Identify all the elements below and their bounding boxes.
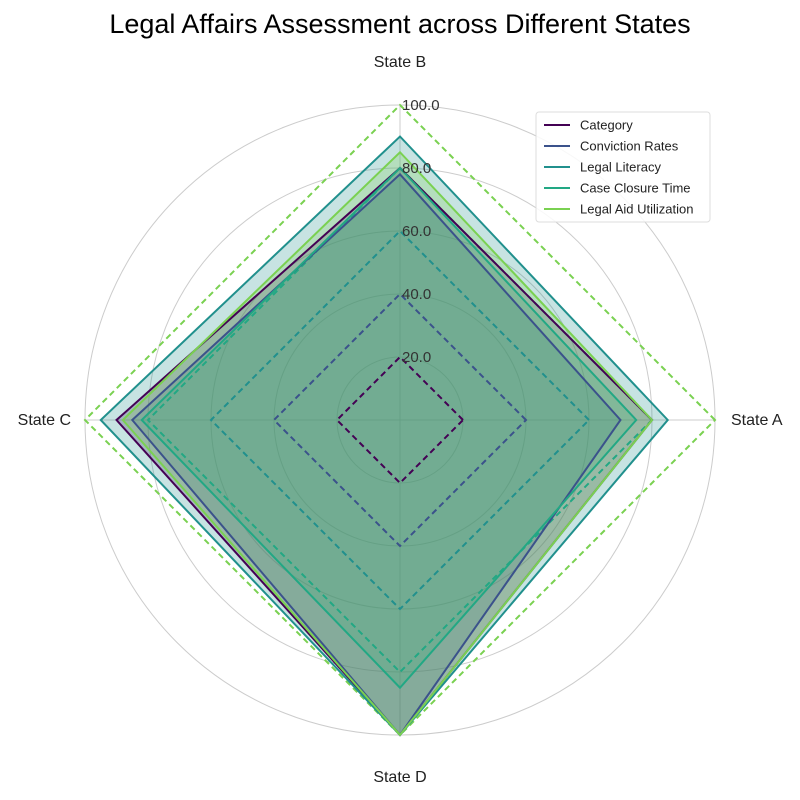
series-line-4 — [121, 150, 654, 737]
series-line-1 — [130, 172, 622, 737]
tick-layer: 20.0 40.0 60.0 80.0 100.0 — [402, 97, 440, 366]
series-line-2 — [99, 135, 670, 737]
r-tick-label: 100.0 — [402, 97, 440, 114]
axis-label-1: State B — [374, 54, 426, 71]
r-tick-label: 80.0 — [402, 160, 431, 177]
reference-rings-layer — [83, 103, 717, 737]
series-layer — [99, 135, 670, 737]
axis-label-2: State C — [18, 412, 71, 429]
reference-ring-60 — [209, 229, 591, 611]
legend-label-3: Case Closure Time — [580, 181, 691, 196]
series-fill-3 — [141, 168, 637, 688]
legend-label-0: Category — [580, 118, 633, 133]
legend-label-1: Conviction Rates — [580, 139, 679, 154]
fill-layer — [100, 136, 668, 736]
axis-label-3: State D — [373, 769, 426, 786]
legend-label-2: Legal Literacy — [580, 160, 661, 175]
axis-label-0: State A — [731, 412, 783, 429]
legend: Category Conviction Rates Legal Literacy Ca… — [535, 111, 711, 223]
series-fill-0 — [116, 168, 652, 735]
chart-title: Legal Affairs Assessment across Differen… — [109, 9, 690, 39]
reference-ring-80 — [146, 166, 654, 674]
reference-ring-100 — [83, 103, 717, 737]
axis-label-layer: State A State B State C State D — [18, 54, 783, 786]
r-tick-label: 20.0 — [402, 349, 431, 366]
r-tick-label: 40.0 — [402, 286, 431, 303]
series-line-3 — [140, 166, 638, 690]
legend-box — [535, 111, 711, 223]
legend-label-4: Legal Aid Utilization — [580, 202, 693, 217]
reference-ring-40 — [272, 292, 528, 548]
r-tick-label: 60.0 — [402, 223, 431, 240]
series-fill-4 — [122, 152, 653, 735]
